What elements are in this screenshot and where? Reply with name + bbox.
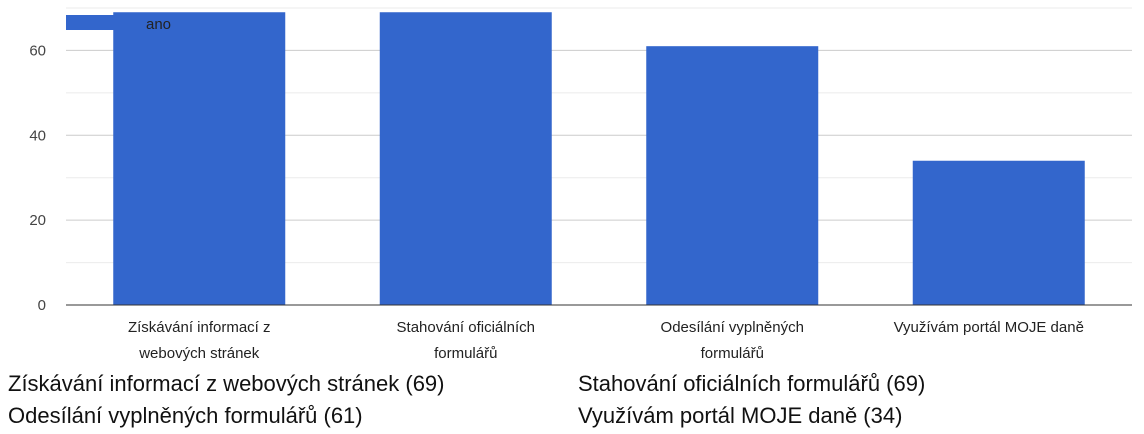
- bar-2[interactable]: [379, 12, 552, 305]
- legend-swatch: [66, 15, 142, 30]
- x-category-label: webových stránek: [138, 345, 260, 362]
- bar-chart: 0 20 40 60 Získávání informací z webových str…: [29, 7, 1132, 362]
- x-category-label: formulářů: [434, 345, 497, 362]
- summary-line-4: Využívám portál MOJE daně (34): [578, 403, 903, 428]
- y-tick-label: 60: [29, 42, 46, 59]
- y-tick-label: 40: [29, 127, 46, 144]
- x-category-label: Získávání informací z: [128, 319, 271, 336]
- y-tick-label: 20: [29, 212, 46, 229]
- x-category-label: Využívám portál MOJE daně: [894, 319, 1084, 336]
- bar-4[interactable]: [912, 160, 1085, 305]
- summary-line-2: Stahování oficiálních formulářů (69): [578, 371, 926, 396]
- x-category-label: Odesílání vyplněných: [661, 319, 804, 336]
- summary-line-1: Získávání informací z webových stránek (…: [8, 371, 445, 396]
- bar-3[interactable]: [646, 46, 819, 305]
- summary-line-3: Odesílání vyplněných formulářů (61): [8, 403, 363, 428]
- x-category-label: Stahování oficiálních: [397, 319, 535, 336]
- legend-label: ano: [146, 16, 171, 33]
- x-category-label: formulářů: [701, 345, 764, 362]
- bar-1[interactable]: [113, 12, 286, 305]
- y-tick-label: 0: [38, 297, 46, 314]
